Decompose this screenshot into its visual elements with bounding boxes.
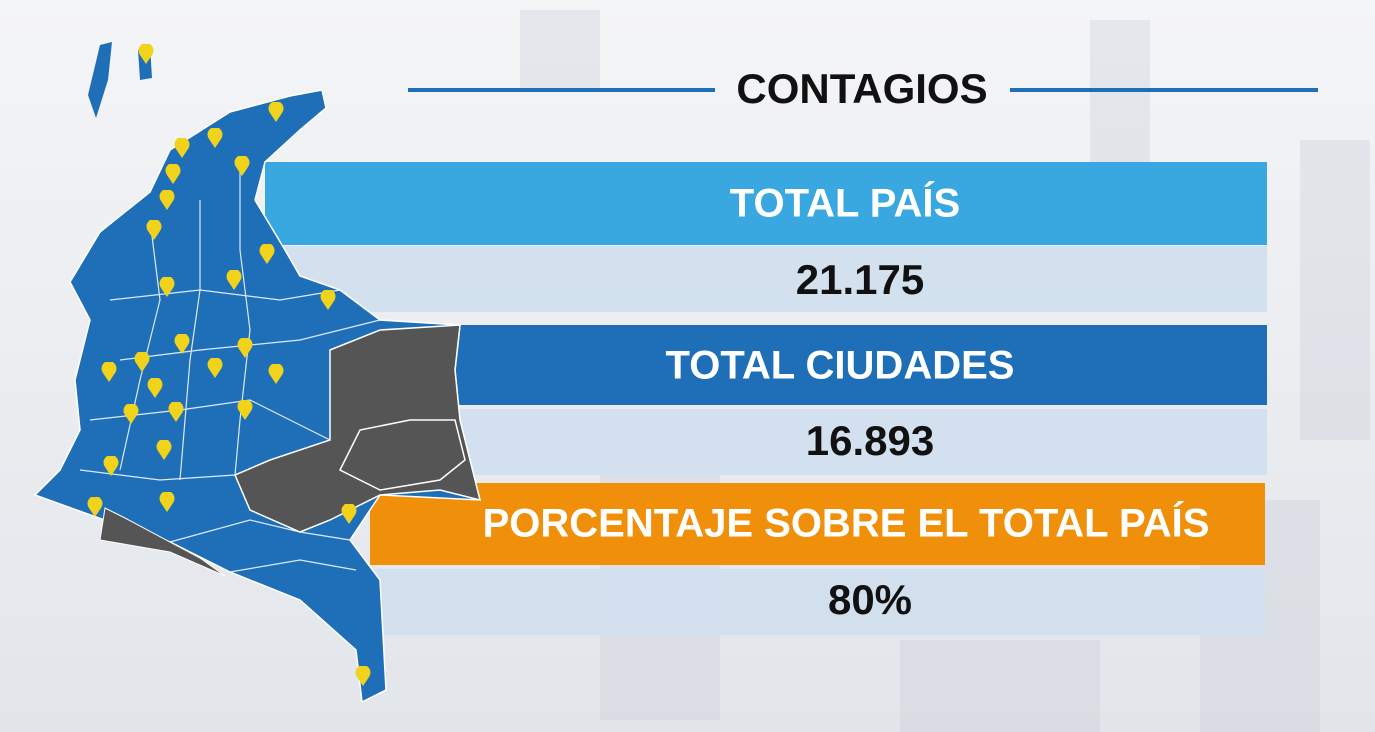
row-label: PORCENTAJE SOBRE EL TOTAL PAÍS (483, 501, 1210, 546)
value-box (265, 246, 1267, 312)
row-value: 16.893 (806, 417, 934, 464)
title: CONTAGIOS (736, 65, 987, 112)
row-label: TOTAL PAÍS (730, 181, 960, 226)
row-label: TOTAL CIUDADES (666, 344, 1015, 388)
map (33, 42, 482, 704)
header-box (265, 162, 1267, 245)
value-box (370, 569, 1265, 635)
row-value: 80% (828, 576, 912, 623)
header-box (370, 483, 1265, 565)
header-box (450, 325, 1267, 405)
row-value: 21.175 (796, 256, 924, 303)
value-box (450, 409, 1267, 475)
